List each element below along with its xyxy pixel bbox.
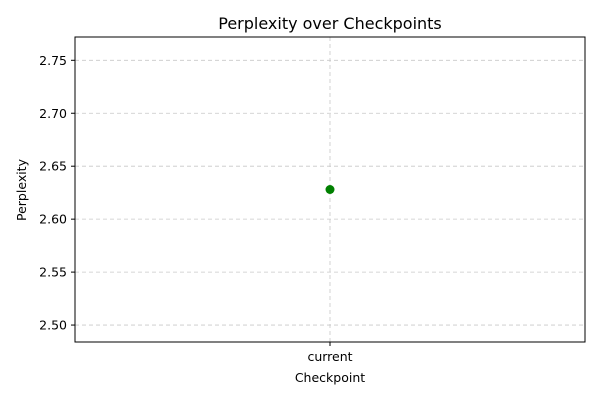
- y-tick-label: 2.65: [39, 159, 67, 174]
- plot-area-border: [74, 36, 586, 343]
- y-tick-label: 2.55: [39, 265, 67, 280]
- y-tick-label: 2.60: [39, 212, 67, 227]
- x-tick-label: current: [307, 349, 352, 364]
- y-tick-label: 2.50: [39, 318, 67, 333]
- data-points: [325, 185, 335, 194]
- y-axis-ticks: 2.50 2.55 2.60 2.65 2.70 2.75: [39, 53, 75, 333]
- grid-lines: [75, 37, 585, 342]
- y-tick-label: 2.70: [39, 106, 67, 121]
- chart-title: Perplexity over Checkpoints: [218, 14, 442, 33]
- data-point: [325, 185, 335, 194]
- x-axis-label: Checkpoint: [295, 370, 365, 385]
- x-axis-ticks: current: [307, 342, 353, 364]
- y-axis-label: Perplexity: [14, 158, 29, 221]
- y-tick-label: 2.75: [39, 53, 67, 68]
